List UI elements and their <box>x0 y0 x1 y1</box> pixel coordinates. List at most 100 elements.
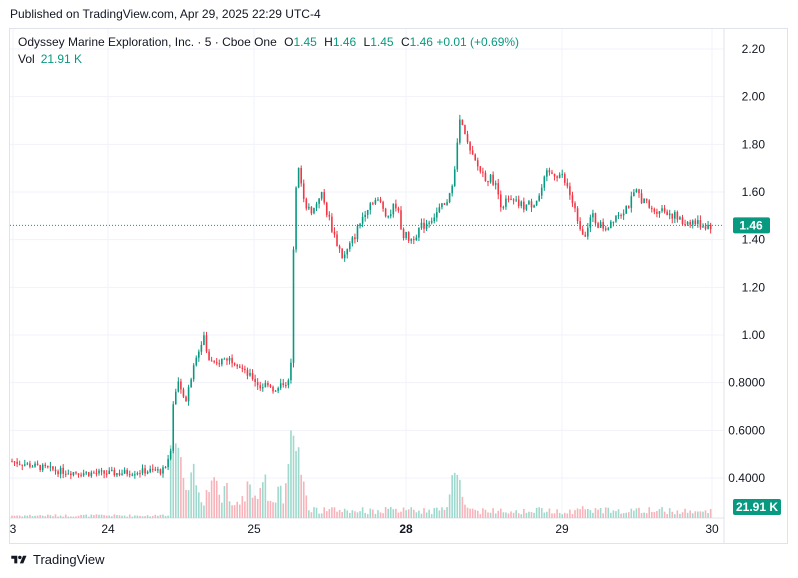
volume-bar <box>558 512 561 518</box>
candle-body <box>412 239 415 241</box>
candle-body <box>407 231 410 241</box>
candle-body <box>494 183 497 185</box>
candle-body <box>441 203 443 208</box>
volume-bar <box>415 512 418 518</box>
candle-body <box>236 364 239 367</box>
volume-bar <box>349 512 351 518</box>
candle-body <box>556 176 558 178</box>
candle-body <box>397 208 400 211</box>
volume-bar <box>54 514 57 518</box>
x-tick-label: 28 <box>399 522 413 536</box>
volume-bar <box>374 513 377 518</box>
volume-value: 21.91 K <box>40 52 83 66</box>
volume-bar <box>538 507 540 518</box>
candle-body <box>72 472 75 476</box>
chart-frame[interactable] <box>9 28 788 544</box>
candle-body <box>290 362 292 381</box>
volume-bar <box>625 512 627 518</box>
y-tick-label: 2.20 <box>742 42 766 56</box>
volume-bar <box>49 515 52 518</box>
candle-body <box>338 246 341 249</box>
volume-bar <box>274 502 277 518</box>
volume-bar <box>128 514 131 518</box>
volume-bar <box>517 513 520 518</box>
volume-bar <box>154 514 157 518</box>
candle-body <box>325 202 328 215</box>
volume-bar <box>448 494 451 518</box>
volume-bar <box>622 513 625 518</box>
candle-body <box>195 357 198 366</box>
candle-body <box>34 463 36 467</box>
candle-body <box>553 173 556 177</box>
volume-bar <box>653 512 656 518</box>
volume-bar <box>474 509 477 518</box>
volume-bar <box>379 512 382 518</box>
candle-body <box>136 473 139 475</box>
volume-bar <box>108 515 111 518</box>
footer-brand[interactable]: TradingView <box>10 552 105 567</box>
volume-bars <box>11 430 712 518</box>
candle-body <box>62 467 64 474</box>
candle-body <box>484 172 487 182</box>
candle-body <box>18 463 21 465</box>
volume-bar <box>528 511 530 518</box>
published-caption: Published on TradingView.com, Apr 29, 20… <box>10 7 321 21</box>
volume-bar <box>185 489 187 518</box>
volume-bar <box>576 508 579 518</box>
candle-body <box>279 383 282 389</box>
candle-body <box>264 383 267 388</box>
volume-bar <box>113 514 116 518</box>
candle-body <box>85 472 88 474</box>
candle-body <box>599 222 602 228</box>
candle-body <box>451 185 453 194</box>
candle-body <box>372 203 374 205</box>
volume-bar <box>412 509 415 518</box>
candle-body <box>635 189 638 193</box>
candle-body <box>162 467 164 474</box>
candle-body <box>395 203 397 209</box>
volume-bar <box>208 492 210 518</box>
volume-bar <box>479 514 482 518</box>
candle-body <box>64 473 67 475</box>
volume-bar <box>510 511 512 518</box>
candle-body <box>185 396 187 402</box>
candle-body <box>300 168 302 184</box>
candle-body <box>249 372 251 376</box>
candle-body <box>192 365 195 380</box>
volume-bar <box>16 515 18 518</box>
candle-body <box>318 198 320 204</box>
volume-bar <box>167 515 169 518</box>
volume-bar <box>382 513 384 518</box>
volume-bar <box>515 510 517 518</box>
volume-bar <box>681 512 684 518</box>
candle-body <box>415 237 418 241</box>
volume-bar <box>315 507 318 518</box>
volume-bar <box>456 474 459 518</box>
volume-bar <box>93 515 95 518</box>
candle-body <box>159 469 162 474</box>
candle-body <box>627 206 630 208</box>
volume-bar <box>571 514 574 518</box>
candle-body <box>620 215 622 217</box>
candle-body <box>645 198 648 201</box>
volume-bar <box>95 514 98 518</box>
candle-body <box>679 217 681 220</box>
volume-bar <box>592 512 594 518</box>
volume-bar <box>428 509 430 518</box>
x-tick-label: 24 <box>101 522 115 536</box>
volume-bar <box>589 510 592 518</box>
candle-body <box>351 237 354 244</box>
volume-bar <box>666 514 668 518</box>
y-tick-label: 1.40 <box>742 233 766 247</box>
candle-body <box>31 466 34 468</box>
candle-body <box>95 473 98 475</box>
volume-bar <box>259 487 262 518</box>
candle-body <box>233 363 236 365</box>
candle-body <box>702 226 704 228</box>
volume-bar <box>661 507 663 518</box>
candle-body <box>625 206 627 214</box>
candle-body <box>497 183 500 195</box>
volume-bar <box>31 516 34 518</box>
candle-body <box>471 150 474 155</box>
